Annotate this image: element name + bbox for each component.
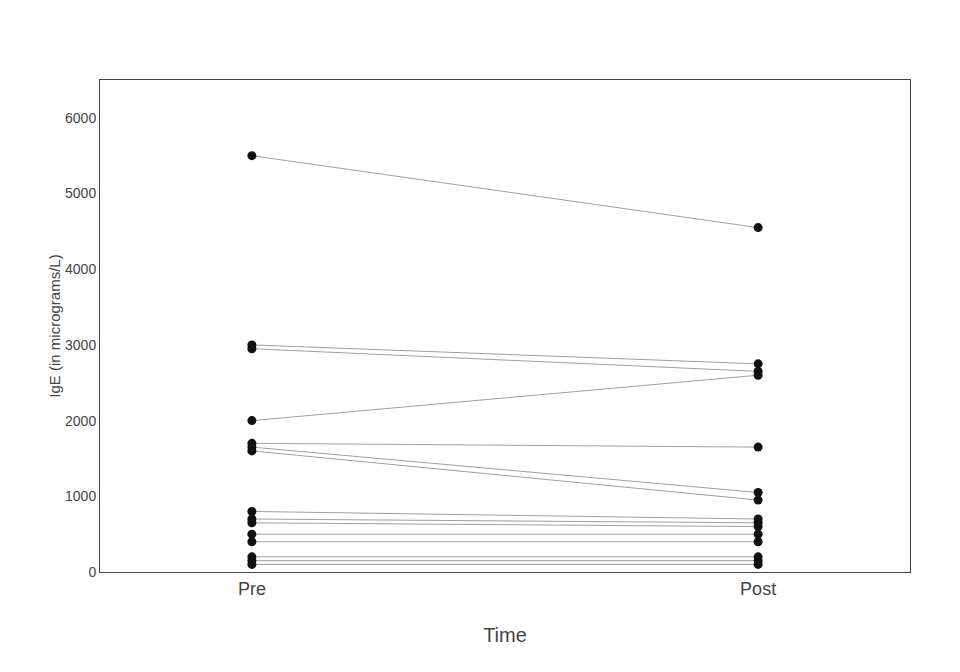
svg-text:6000: 6000 (65, 110, 96, 126)
svg-text:3000: 3000 (65, 337, 96, 353)
svg-text:Pre: Pre (238, 579, 266, 599)
svg-text:5000: 5000 (65, 185, 96, 201)
svg-text:IgE (in micrograms/L): IgE (in micrograms/L) (46, 254, 63, 397)
svg-text:2000: 2000 (65, 413, 96, 429)
svg-text:1000: 1000 (65, 488, 96, 504)
svg-text:4000: 4000 (65, 261, 96, 277)
svg-text:0: 0 (88, 564, 96, 580)
svg-text:Time: Time (483, 624, 527, 646)
svg-text:Post: Post (740, 579, 776, 599)
